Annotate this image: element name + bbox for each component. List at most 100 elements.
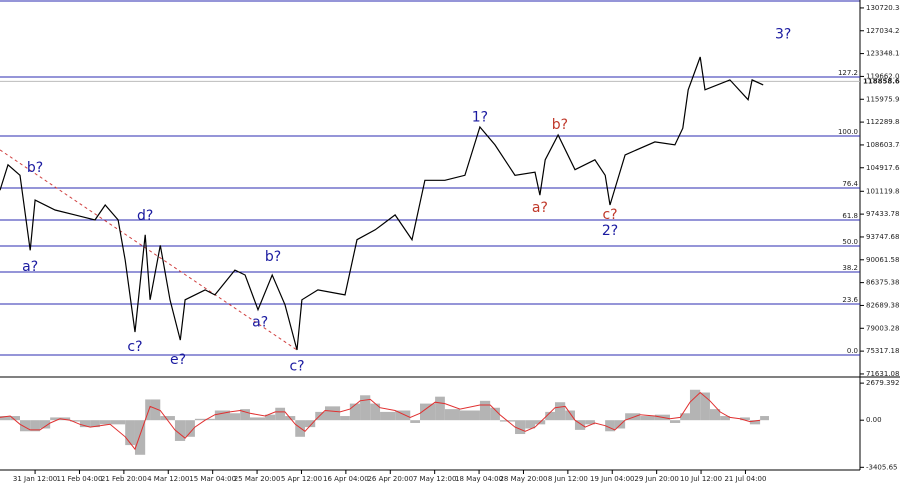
histogram-bar (10, 416, 20, 421)
histogram-bar (205, 418, 215, 421)
y-tick-label: 119662.08 (866, 72, 900, 80)
wave-label: b? (265, 249, 281, 265)
histogram-bar (680, 413, 690, 421)
wave-label: c? (289, 359, 304, 375)
histogram-bar (760, 416, 769, 421)
histogram-bar (585, 420, 595, 425)
wave-label: b? (27, 160, 43, 176)
y-tick-label: 127034.28 (866, 27, 900, 35)
fib-label: 100.0 (838, 128, 858, 136)
wave-label: a? (532, 200, 548, 216)
x-tick-label: 28 May 20:00 (499, 475, 547, 483)
y-tick-label: 86375.38 (866, 279, 899, 287)
histogram-bar (709, 409, 721, 421)
x-tick-label: 4 Mar 12:00 (147, 475, 189, 483)
histogram-bar (525, 420, 536, 429)
y-tick-label: 115975.98 (866, 95, 900, 103)
histogram-bar (79, 420, 91, 428)
histogram-bar (349, 403, 361, 421)
histogram-bar (295, 420, 306, 437)
histogram-bar (740, 417, 750, 421)
wave-label: 2? (602, 223, 618, 239)
histogram-bar (700, 392, 710, 421)
histogram-bar (185, 420, 195, 437)
y-tick-label: 93747.68 (866, 233, 899, 241)
histogram-bar (90, 420, 100, 428)
histogram-bar (70, 420, 80, 422)
last-price-label: 118858.61 (863, 77, 900, 85)
x-tick-label: 11 Feb 04:00 (57, 475, 103, 483)
histogram-bar (19, 420, 31, 432)
histogram-bar (625, 413, 641, 421)
fib-label: 61.8 (842, 212, 858, 220)
y-tick-label: 82689.38 (866, 301, 899, 309)
wave-label: 1? (472, 110, 488, 126)
histogram-bar (99, 420, 111, 425)
histogram-bar (110, 420, 126, 425)
fib-label: 76.4 (842, 180, 858, 188)
fib-label: 23.6 (842, 296, 858, 304)
wave-label: b? (552, 117, 568, 133)
x-tick-label: 21 Jul 04:00 (724, 475, 766, 483)
histogram-bar (395, 410, 411, 421)
histogram-bar (370, 403, 381, 421)
histogram-bar (749, 420, 761, 425)
histogram-bar (214, 410, 230, 421)
histogram-bar (265, 414, 276, 421)
wave-label: e? (170, 352, 186, 368)
histogram-bar (420, 403, 436, 421)
histogram-bar (340, 416, 350, 421)
histogram-bar (249, 417, 266, 421)
y-tick-label: 75317.18 (866, 347, 899, 355)
histogram-bar (59, 417, 71, 421)
fib-label: 0.0 (847, 347, 858, 355)
histogram-bar (240, 409, 250, 421)
histogram-bar (39, 420, 51, 429)
fib-label: 50.0 (842, 238, 858, 246)
histogram-bar (0, 416, 11, 421)
histogram-bar (145, 399, 151, 421)
histogram-bar (459, 410, 480, 421)
price-line (0, 56, 764, 351)
histogram-bar (150, 399, 161, 421)
x-tick-label: 16 Apr 04:00 (323, 475, 369, 483)
fib-label: 127.2 (838, 69, 858, 77)
histogram-bar (479, 400, 491, 421)
wave-label: d? (137, 208, 153, 224)
x-tick-label: 15 Mar 04:00 (189, 475, 236, 483)
histogram-bar (50, 417, 60, 421)
histogram-bar (410, 420, 421, 423)
wave-label: c? (602, 207, 617, 223)
histogram-bar (275, 407, 286, 421)
histogram-bar (720, 416, 730, 421)
x-tick-label: 10 Jul 12:00 (680, 475, 722, 483)
y-tick-label: 79003.28 (866, 324, 899, 332)
wave-label: a? (252, 315, 268, 331)
x-tick-label: 31 Jan 12:00 (13, 475, 57, 483)
x-tick-label: 29 Jun 20:00 (634, 475, 678, 483)
x-tick-label: 18 May 04:00 (455, 475, 503, 483)
wave-label: c? (127, 339, 142, 355)
histogram-bar (669, 420, 681, 423)
y-tick-label: 2679.392 (866, 379, 899, 387)
wave-label: a? (22, 259, 38, 275)
y-tick-label: 0.00 (866, 416, 882, 424)
x-tick-label: 19 Jun 04:00 (590, 475, 634, 483)
histogram-bar (229, 413, 241, 421)
histogram-bar (324, 406, 341, 421)
x-tick-label: 8 Jun 12:00 (548, 475, 588, 483)
y-tick-label: 101119.88 (866, 187, 900, 195)
histogram-bar (545, 411, 555, 421)
histogram-bar (515, 420, 526, 435)
histogram-bar (174, 420, 186, 441)
x-tick-label: 26 Apr 20:00 (367, 475, 413, 483)
histogram-bar (689, 389, 701, 421)
signal-line (0, 391, 761, 451)
y-tick-label: 130720.38 (866, 4, 900, 12)
y-tick-label: 104917.68 (866, 164, 900, 172)
y-tick-label: 97433.78 (866, 210, 899, 218)
y-tick-label: 108603.78 (866, 141, 900, 149)
x-tick-label: 21 Feb 20:00 (101, 475, 147, 483)
y-tick-label: -3405.65 (866, 463, 897, 471)
